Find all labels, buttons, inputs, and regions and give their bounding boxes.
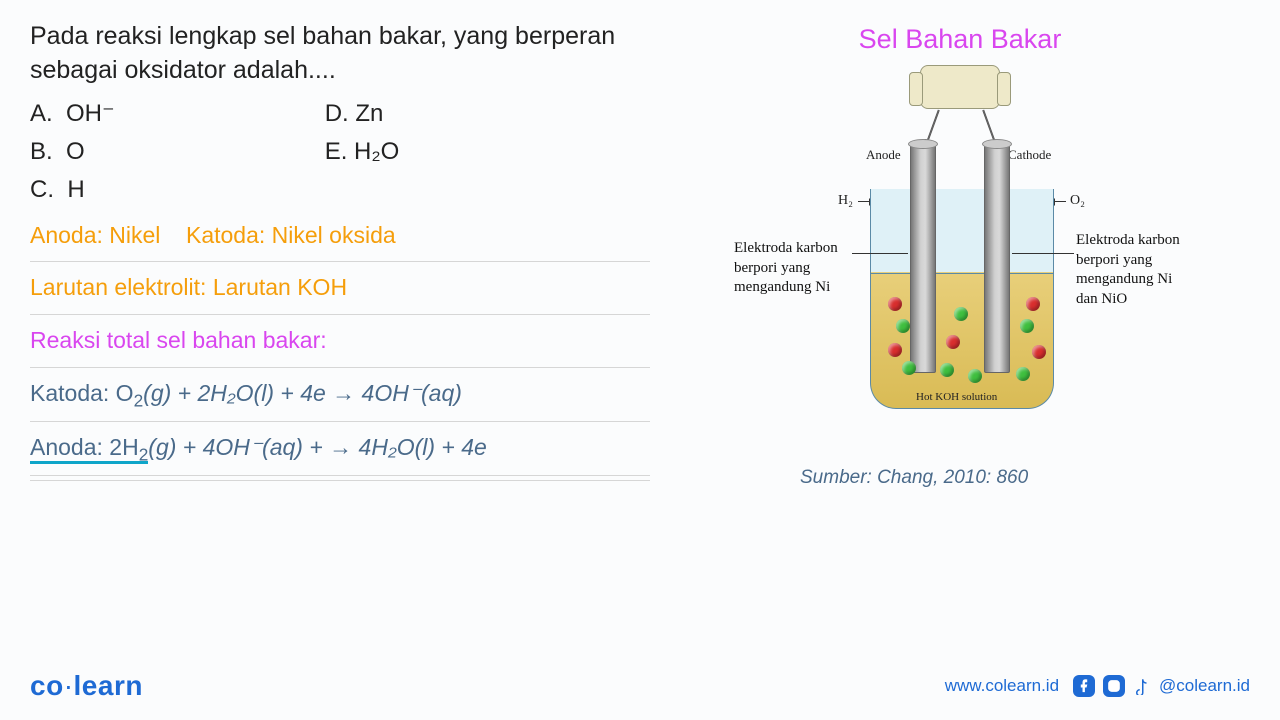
electrolyte-line: Larutan elektrolit: Larutan KOH (30, 262, 650, 315)
cathode-label: Cathode (1008, 147, 1051, 163)
ion (1020, 319, 1034, 333)
lead-line-left (852, 253, 908, 254)
total-reaction-label: Reaksi total sel bahan bakar: (30, 315, 650, 368)
ion (888, 297, 902, 311)
ion (1016, 367, 1030, 381)
ion (1032, 345, 1046, 359)
option-c: C. H (30, 172, 115, 208)
ion (946, 335, 960, 349)
hot-koh-label: Hot KOH solution (916, 391, 997, 403)
instagram-icon (1103, 675, 1125, 697)
footer: co·learn www.colearn.id @colearn.id (30, 670, 1250, 702)
separator (30, 480, 650, 481)
question-text: Pada reaksi lengkap sel bahan bakar, yan… (30, 20, 650, 88)
ion (940, 363, 954, 377)
electrode-left (910, 143, 936, 373)
ion (896, 319, 910, 333)
lead-line-right (1012, 253, 1074, 254)
option-d: D. Zn (325, 96, 400, 132)
option-b: B. O (30, 134, 115, 170)
diagram-title: Sel Bahan Bakar (670, 24, 1250, 55)
brand-logo: co·learn (30, 670, 143, 702)
o2-label: O₂ (1070, 193, 1085, 209)
motor-icon (920, 65, 1000, 109)
h2-label: H₂ (838, 193, 853, 209)
footer-url: www.colearn.id (945, 676, 1059, 696)
ion (1026, 297, 1040, 311)
option-a: A. OH⁻ (30, 96, 115, 132)
footer-social: @colearn.id (1073, 675, 1250, 697)
footer-handle: @colearn.id (1159, 676, 1250, 696)
electrode-cap-left (908, 139, 938, 149)
fuel-cell-diagram: Anode Cathode H₂ O₂ (740, 61, 1180, 461)
facebook-icon (1073, 675, 1095, 697)
electrode-cap-right (982, 139, 1012, 149)
diagram-caption: Sumber: Chang, 2010: 860 (800, 467, 1250, 489)
tiktok-icon (1133, 677, 1151, 695)
ion (954, 307, 968, 321)
right-electrode-desc: Elektroda karbon berpori yang mengandung… (1076, 231, 1196, 309)
anode-cathode-line: Anoda: Nikel Katoda: Nikel oksida (30, 210, 650, 263)
anode-label: Anode (866, 147, 901, 163)
ion (888, 343, 902, 357)
left-electrode-desc: Elektroda karbon berpori yang mengandung… (734, 239, 854, 298)
ion (968, 369, 982, 383)
option-e: E. H₂O (325, 134, 400, 170)
wire-right (982, 110, 996, 143)
options: A. OH⁻ B. O C. H D. Zn E. H₂O (30, 96, 650, 208)
cathode-reaction: Katoda: O2(g) + 2H₂O(l) + 4e → 4OH⁻(aq) (30, 368, 650, 422)
electrode-right (984, 143, 1010, 373)
wire-left (926, 110, 940, 143)
anode-reaction: Anoda: 2H2(g) + 4OH⁻(aq) + → 4H₂O(l) + 4… (30, 422, 650, 476)
ion (902, 361, 916, 375)
